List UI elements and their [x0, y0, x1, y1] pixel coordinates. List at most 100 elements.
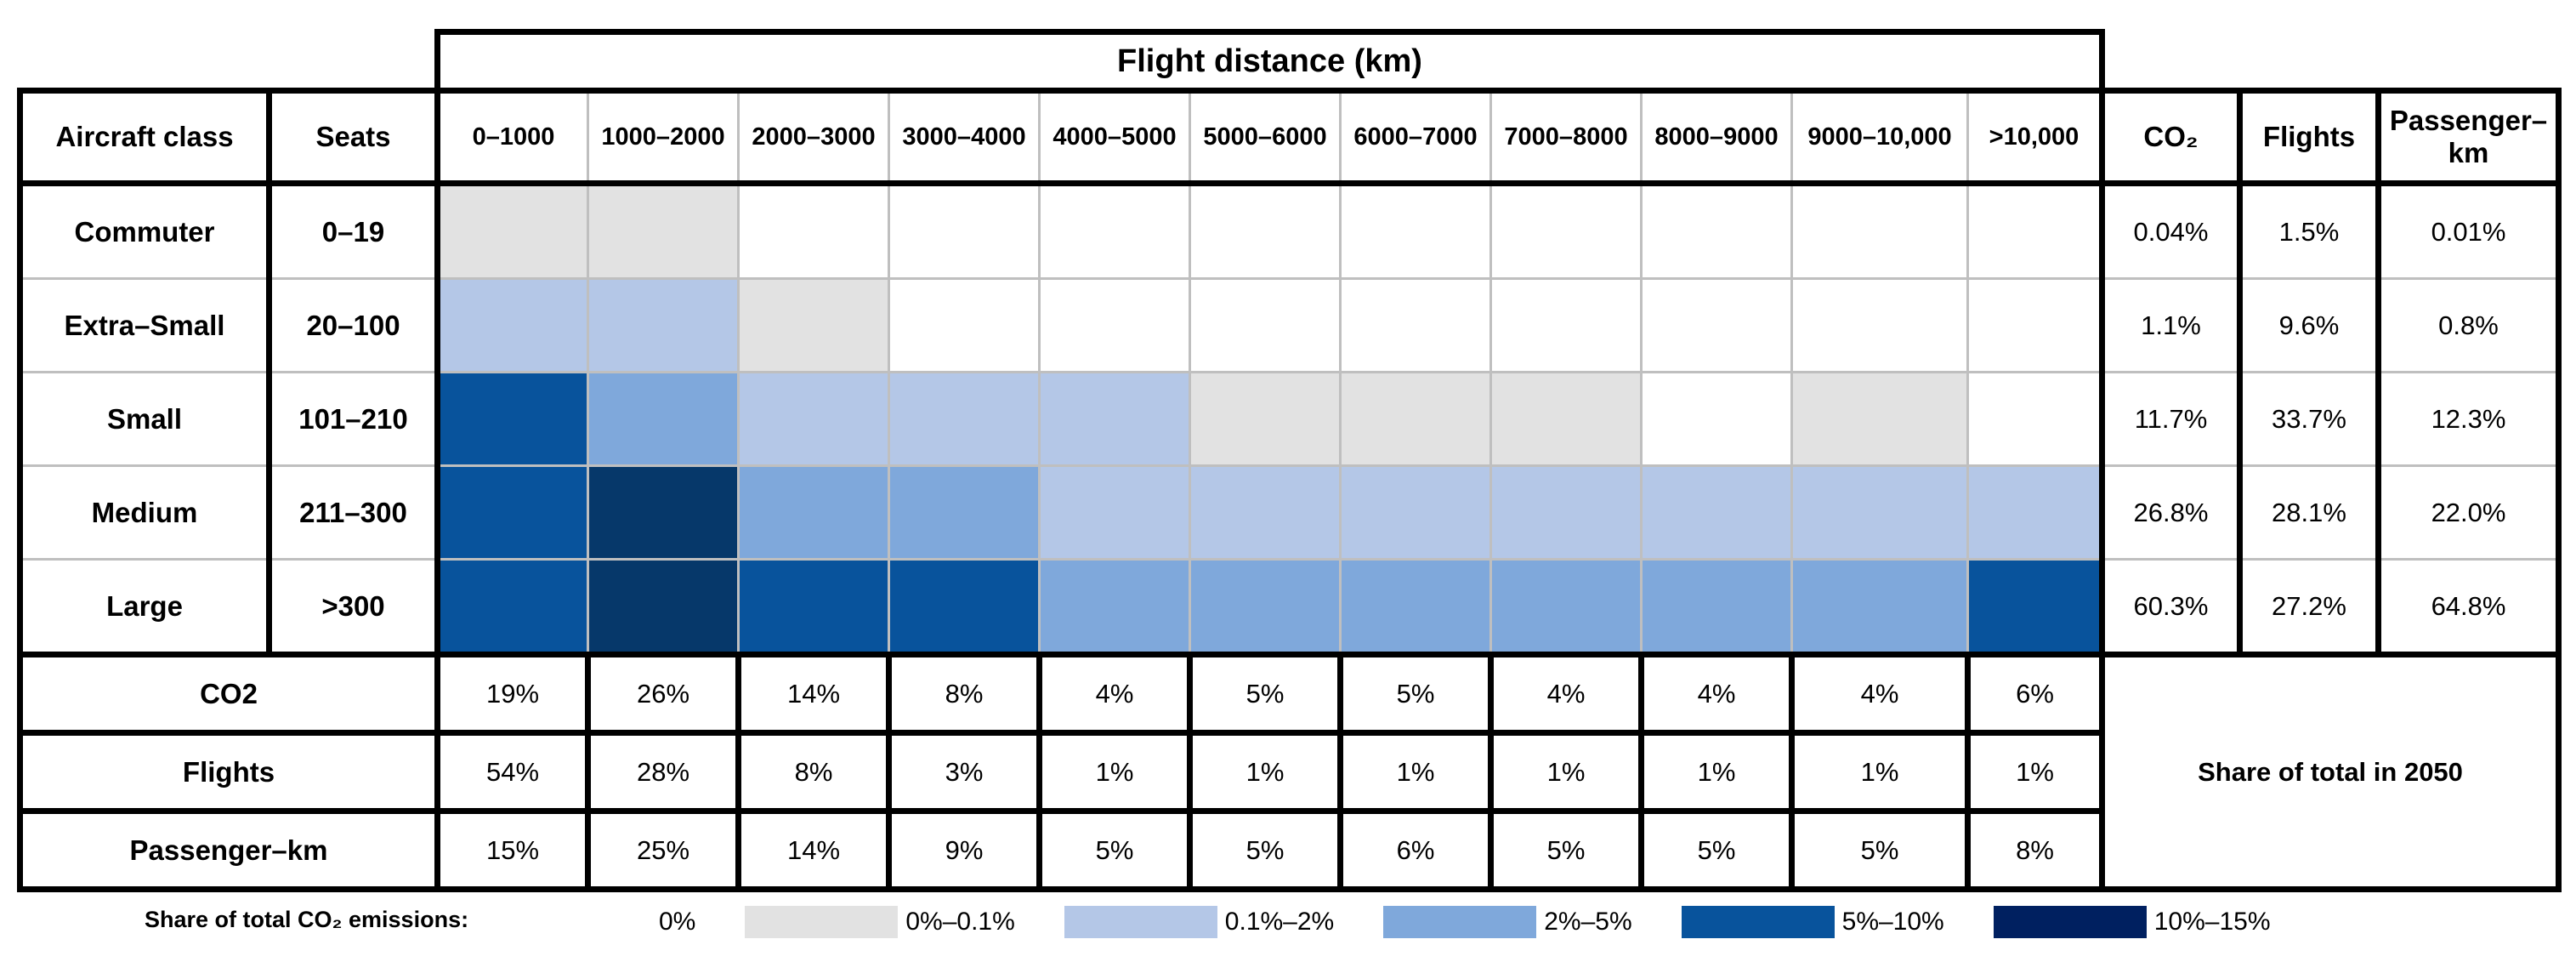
heatmap-cell	[1790, 371, 1969, 467]
row-label: Commuter	[17, 182, 270, 280]
legend-range-label: 2%–5%	[1544, 908, 1632, 936]
flight-distance-header: Flight distance (km)	[434, 29, 2105, 94]
table-row-commuter: Commuter 0–19 0.04% 1.5% 0.01%	[17, 182, 2562, 280]
totals-row-label: Flights	[17, 730, 440, 814]
totals-cell: 8%	[1965, 808, 2105, 892]
heatmap-cell	[1640, 277, 1793, 373]
heatmap-cell	[434, 371, 589, 467]
totals-cell: 1%	[1965, 730, 2105, 814]
spacer	[2102, 31, 2559, 91]
col-header-bin: 4000–5000	[1038, 88, 1191, 186]
totals-cell: 1%	[1789, 730, 1971, 814]
heatmap-cell	[1189, 182, 1342, 280]
col-header-bin: 0–1000	[434, 88, 589, 186]
col-header-bin: 7000–8000	[1489, 88, 1643, 186]
totals-cell: 14%	[735, 808, 892, 892]
totals-row-label: Passenger–km	[17, 808, 440, 892]
legend-range-label: 10%–15%	[2153, 908, 2271, 936]
legend-swatch	[1993, 906, 2147, 938]
totals-cell: 14%	[735, 652, 892, 736]
heatmap-cell	[1489, 182, 1643, 280]
totals-cell: 8%	[735, 730, 892, 814]
totals-cell: 19%	[434, 652, 591, 736]
legend-swatch	[745, 906, 899, 938]
table-row-small: Small 101–210 11.7% 33.7% 12.3%	[17, 371, 2562, 467]
totals-row-flights: Flights 54% 28% 8% 3% 1% 1% 1% 1% 1% 1% …	[17, 730, 2559, 814]
heatmap-cell	[434, 277, 589, 373]
totals-cell: 9%	[886, 808, 1042, 892]
heatmap-cell	[1640, 182, 1793, 280]
heatmap-cell	[434, 464, 589, 561]
legend-item: 0.1%–2%	[1064, 906, 1334, 938]
co2-share-cell: 1.1%	[2099, 277, 2241, 373]
heatmap-cell	[1339, 182, 1492, 280]
co2-share-cell: 26.8%	[2099, 464, 2241, 561]
totals-cell: 28%	[585, 730, 741, 814]
flights-share-cell: 9.6%	[2237, 277, 2380, 373]
legend-range-label: 0%–0.1%	[905, 908, 1015, 936]
heatmap-cell	[737, 558, 890, 656]
heatmap-cell	[1339, 371, 1492, 467]
legend-range-label: 5%–10%	[1841, 908, 1944, 936]
col-header-bin: 2000–3000	[737, 88, 890, 186]
heatmap-cell	[587, 182, 740, 280]
totals-cell: 5%	[1488, 808, 1644, 892]
emissions-heatmap-table: Flight distance (km) Aircraft class Seat…	[17, 29, 2562, 892]
heatmap-cell	[1189, 558, 1342, 656]
heatmap-cell	[1038, 464, 1191, 561]
passenger-km-share-cell: 0.01%	[2375, 182, 2562, 280]
totals-cell: 4%	[1789, 652, 1971, 736]
heatmap-cell	[1489, 371, 1643, 467]
totals-cell: 4%	[1638, 652, 1795, 736]
heatmap-cell	[1640, 558, 1793, 656]
row-seats: >300	[266, 558, 439, 656]
totals-cell: 5%	[1187, 652, 1343, 736]
heatmap-cell	[888, 464, 1041, 561]
totals-cell: 1%	[1036, 730, 1193, 814]
flights-share-cell: 27.2%	[2237, 558, 2380, 656]
legend-item: 10%–15%	[1993, 906, 2271, 938]
legend-item: 0%–0.1%	[745, 906, 1015, 938]
heatmap-cell	[1966, 277, 2103, 373]
heatmap-cell	[1489, 277, 1643, 373]
col-header-flights: Flights	[2237, 88, 2380, 186]
heatmap-cell	[1966, 464, 2103, 561]
heatmap-cell	[1640, 371, 1793, 467]
totals-cell: 5%	[1337, 652, 1494, 736]
table-row-medium: Medium 211–300 26.8% 28.1% 22.0%	[17, 464, 2562, 561]
table-row-large: Large >300 60.3% 27.2% 64.8%	[17, 558, 2562, 656]
heatmap-cell	[1640, 464, 1793, 561]
heatmap-cell	[1038, 371, 1191, 467]
heatmap-cell	[1339, 558, 1492, 656]
share-of-total-note: Share of total in 2050	[2098, 652, 2562, 892]
legend-range-label: 0.1%–2%	[1224, 908, 1335, 936]
col-header-bin: 3000–4000	[888, 88, 1041, 186]
legend-swatch	[1681, 906, 1835, 938]
row-label: Small	[17, 371, 270, 467]
title-band-row: Flight distance (km)	[20, 29, 2559, 94]
flights-share-cell: 1.5%	[2237, 182, 2380, 280]
passenger-km-share-cell: 22.0%	[2375, 464, 2562, 561]
heatmap-cell	[737, 371, 890, 467]
col-header-passenger-km: Passenger–km	[2375, 88, 2562, 186]
row-seats: 20–100	[266, 277, 439, 373]
row-seats: 211–300	[266, 464, 439, 561]
legend-item: 2%–5%	[1383, 906, 1632, 938]
heatmap-cell	[1790, 277, 1969, 373]
col-header-bin: 9000–10,000	[1790, 88, 1969, 186]
heatmap-cell	[737, 277, 890, 373]
col-header-bin: 1000–2000	[587, 88, 740, 186]
co2-share-cell: 60.3%	[2099, 558, 2241, 656]
totals-cell: 8%	[886, 652, 1042, 736]
col-header-bin: 8000–9000	[1640, 88, 1793, 186]
legend-swatch	[1064, 906, 1217, 938]
row-label: Medium	[17, 464, 270, 561]
passenger-km-share-cell: 64.8%	[2375, 558, 2562, 656]
heatmap-cell	[1189, 371, 1342, 467]
heatmap-cell	[888, 558, 1041, 656]
totals-cell: 54%	[434, 730, 591, 814]
totals-cell: 1%	[1638, 730, 1795, 814]
heatmap-cell	[737, 182, 890, 280]
flights-share-cell: 33.7%	[2237, 371, 2380, 467]
